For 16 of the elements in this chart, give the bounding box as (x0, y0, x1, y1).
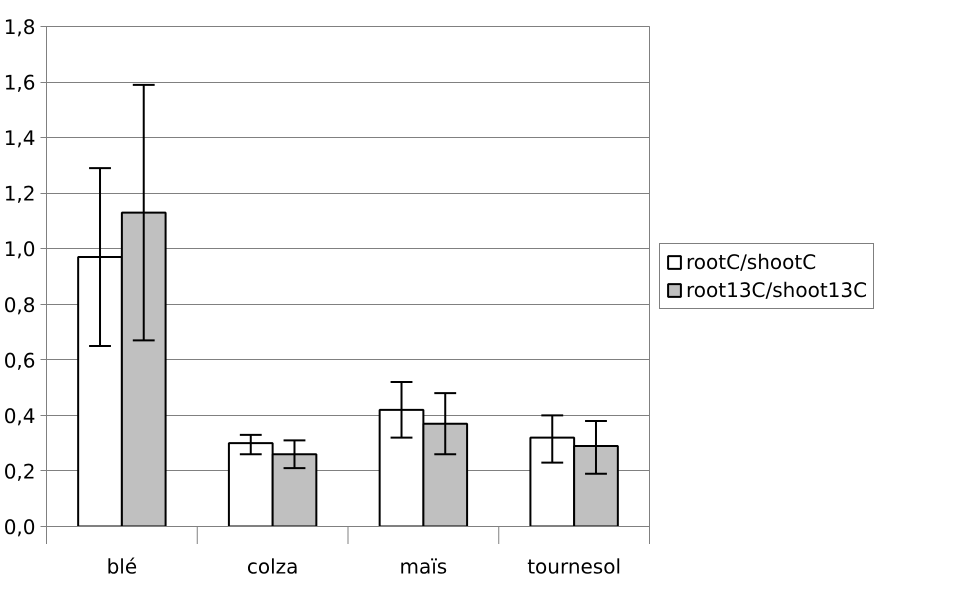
y-tick-label: 0,0 (4, 515, 36, 539)
legend-label: rootC/shootC (686, 250, 816, 274)
legend-label: root13C/shoot13C (686, 278, 868, 302)
y-tick-label: 1,2 (4, 182, 36, 206)
x-tick-label: maïs (400, 554, 448, 578)
x-tick-label: blé (106, 554, 138, 578)
y-tick-label: 1,6 (4, 70, 36, 95)
x-tick-label: tournesol (527, 554, 622, 578)
y-tick-label: 0,6 (4, 348, 36, 372)
y-tick-label: 0,2 (4, 459, 36, 484)
y-tick-label: 1,0 (4, 237, 36, 262)
y-tick-label: 1,4 (4, 126, 36, 150)
y-tick-label: 0,8 (4, 292, 36, 317)
y-tick-label: 0,4 (4, 404, 36, 428)
x-tick-label: colza (246, 554, 298, 578)
y-tick-label: 1,8 (4, 15, 36, 39)
